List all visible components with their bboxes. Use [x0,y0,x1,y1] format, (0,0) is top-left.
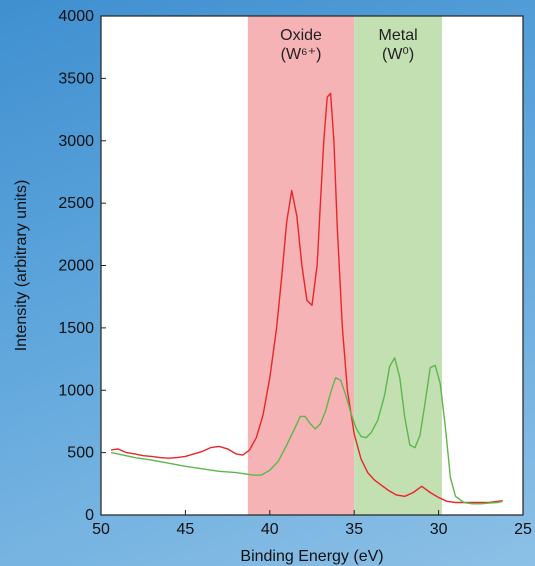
x-tick-label: 25 [514,521,532,538]
metal-region-sublabel: (W⁰) [382,46,414,63]
metal-region-label: Metal [379,27,418,44]
y-tick-label: 0 [85,507,94,524]
x-axis-title: Binding Energy (eV) [240,548,383,565]
metal-spectrum-line [110,357,503,505]
y-tick-label: 3500 [58,70,94,87]
x-tick-label: 30 [430,521,448,538]
y-tick-label: 1000 [58,382,94,399]
y-axis-title: Intensity (arbitrary units) [13,180,30,352]
oxide-region-label: Oxide [280,27,322,44]
oxide-spectrum-line [110,92,503,504]
y-tick-label: 2000 [58,258,94,275]
x-tick-label: 45 [177,521,195,538]
y-tick-label: 1500 [58,320,94,337]
x-tick-label: 50 [92,521,110,538]
x-tick-label: 40 [261,521,279,538]
oxide-region-sublabel: (W⁶⁺) [281,46,322,63]
x-tick-label: 35 [345,521,363,538]
metal-region-band [354,16,442,515]
y-tick-label: 500 [67,445,94,462]
y-tick-label: 3000 [58,133,94,150]
y-tick-label: 4000 [58,8,94,25]
oxide-region-band [247,16,355,515]
y-tick-label: 2500 [58,195,94,212]
